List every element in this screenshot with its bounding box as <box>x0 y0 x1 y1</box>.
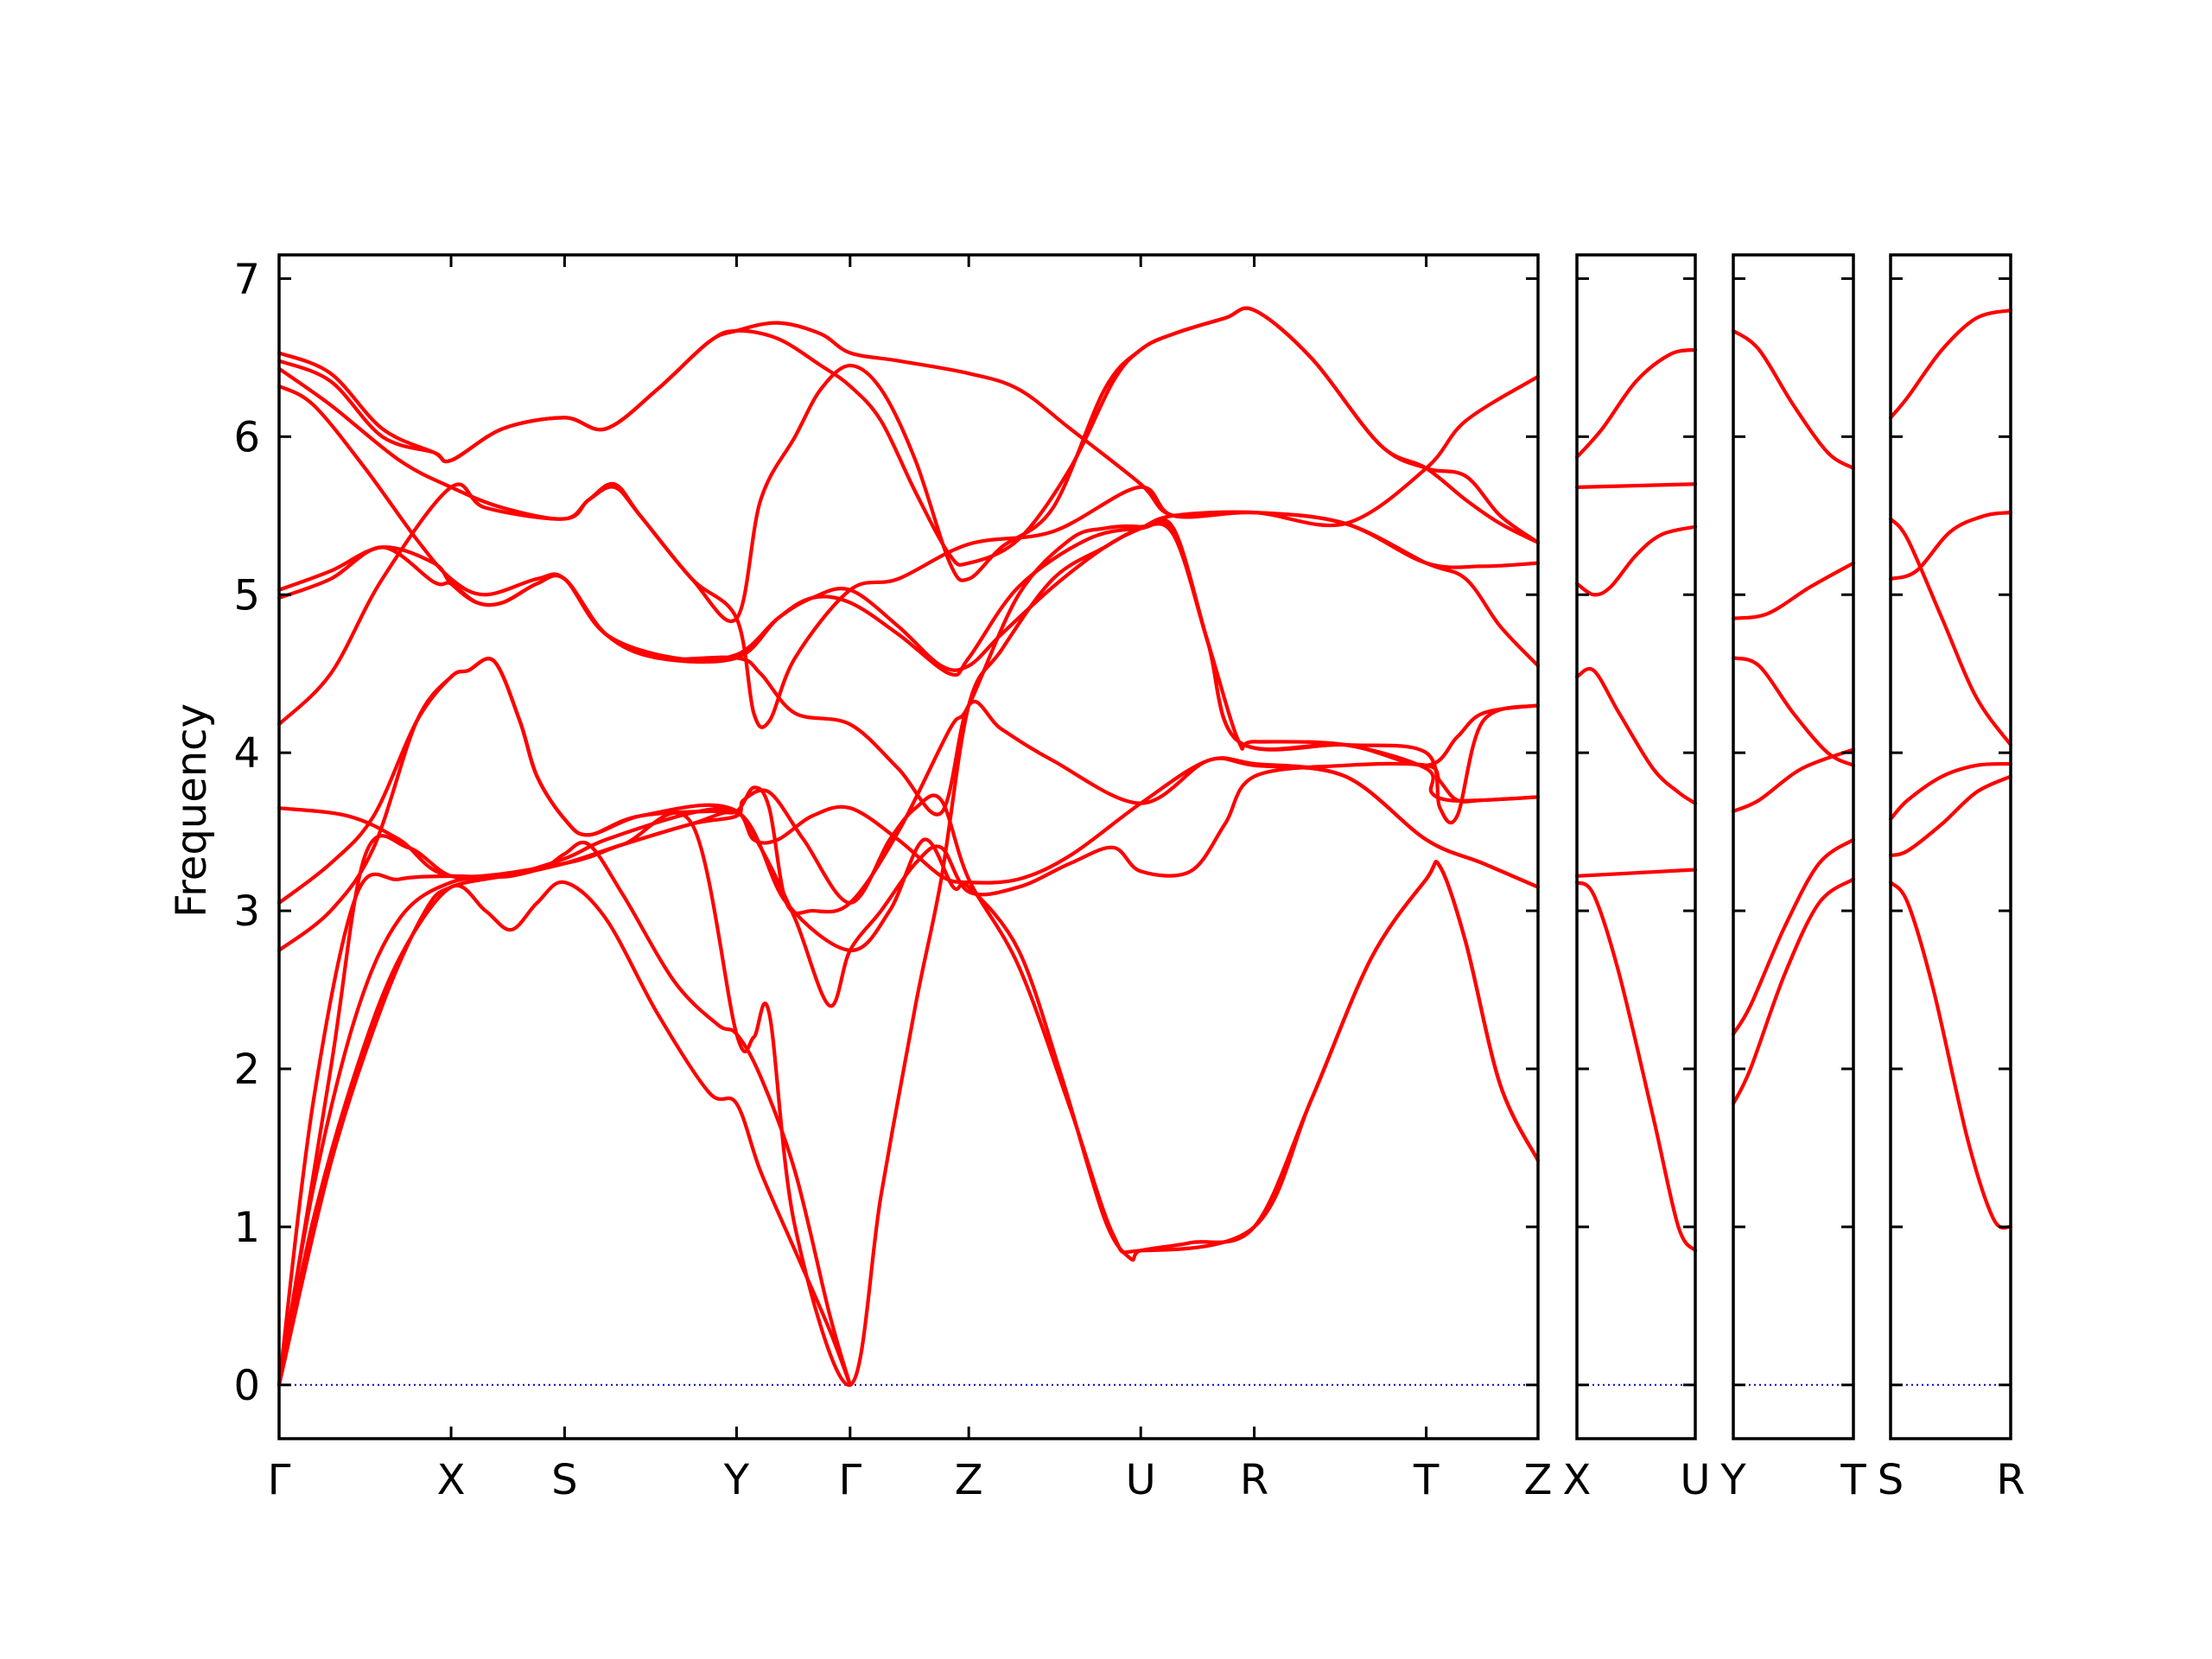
band-line <box>1574 347 1698 460</box>
band-line <box>1574 868 1698 878</box>
band-line <box>1574 666 1698 805</box>
x-tick-label: T <box>1413 1456 1440 1504</box>
band-line <box>1731 561 1856 620</box>
band-line <box>1888 511 2013 582</box>
band-line <box>276 880 852 1387</box>
band-line <box>1731 837 1856 1036</box>
x-tick-label: Y <box>723 1456 750 1504</box>
band-line <box>1731 328 1856 471</box>
band-line <box>276 840 852 1387</box>
band-line <box>1888 880 2013 1230</box>
band-line <box>1574 524 1698 597</box>
band-line <box>276 788 1541 1255</box>
band-line <box>1888 517 2013 747</box>
panel-frame <box>1732 253 1855 1440</box>
band-line <box>276 657 1541 1262</box>
y-tick-label: 2 <box>233 1046 260 1094</box>
panel-frame <box>277 253 1540 1440</box>
band-line <box>276 756 1541 1387</box>
y-tick-label: 4 <box>233 729 260 778</box>
band-line <box>1888 774 2013 858</box>
x-tick-label: Y <box>1719 1456 1746 1504</box>
y-tick-label: 0 <box>233 1362 260 1410</box>
x-tick-label: S <box>551 1456 577 1504</box>
y-tick-label: 5 <box>233 571 260 620</box>
y-tick-label: 3 <box>233 887 260 936</box>
panel-frame <box>1889 253 2012 1440</box>
x-tick-label: X <box>1563 1456 1592 1504</box>
band-line <box>276 384 1541 672</box>
x-tick-label: Γ <box>268 1456 291 1504</box>
x-tick-label: U <box>1126 1456 1156 1504</box>
band-line <box>276 761 1541 1387</box>
band-line <box>1731 877 1856 1106</box>
band-line <box>1574 482 1698 489</box>
y-tick-label: 7 <box>233 255 260 303</box>
x-tick-label: U <box>1680 1456 1710 1504</box>
x-tick-label: R <box>1996 1456 2024 1504</box>
y-axis-label: Frequency <box>168 703 216 918</box>
band-line <box>1731 747 1856 813</box>
panel-frame <box>1575 253 1697 1440</box>
band-line <box>276 517 1541 1387</box>
x-tick-label: Z <box>1524 1456 1553 1504</box>
y-tick-label: 1 <box>233 1204 260 1252</box>
x-tick-label: Z <box>955 1456 983 1504</box>
band-line <box>276 522 1541 952</box>
band-line <box>1731 656 1856 767</box>
x-tick-label: Γ <box>838 1456 861 1504</box>
band-line <box>1888 761 2013 822</box>
band-line <box>276 519 1541 767</box>
band-line <box>1574 880 1698 1253</box>
band-line <box>276 321 1541 528</box>
x-tick-label: R <box>1240 1456 1268 1504</box>
x-tick-label: T <box>1840 1456 1866 1504</box>
x-tick-label: X <box>437 1456 466 1504</box>
y-tick-label: 6 <box>233 413 260 461</box>
band-line <box>1888 308 2013 420</box>
x-tick-label: S <box>1878 1456 1904 1504</box>
